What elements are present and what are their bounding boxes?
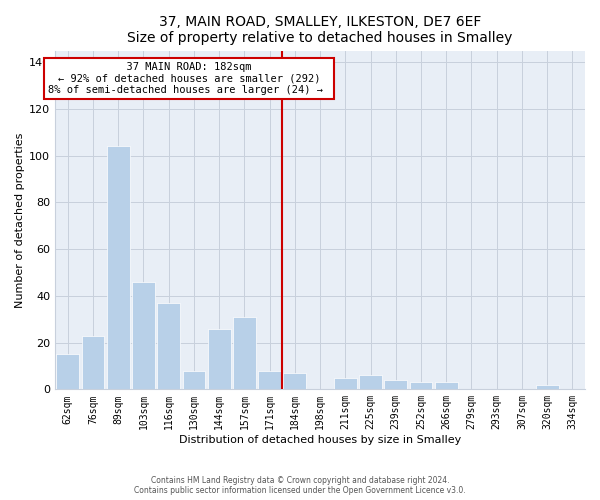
Bar (283, 373, 306, 390)
Bar (56, 354, 79, 390)
Bar (82, 336, 104, 390)
Bar (233, 317, 256, 390)
Bar (132, 282, 155, 390)
Bar (435, 382, 458, 390)
X-axis label: Distribution of detached houses by size in Smalley: Distribution of detached houses by size … (179, 435, 461, 445)
Text: Contains HM Land Registry data © Crown copyright and database right 2024.
Contai: Contains HM Land Registry data © Crown c… (134, 476, 466, 495)
Bar (359, 376, 382, 390)
Bar (107, 146, 130, 390)
Bar (182, 370, 205, 390)
Title: 37, MAIN ROAD, SMALLEY, ILKESTON, DE7 6EF
Size of property relative to detached : 37, MAIN ROAD, SMALLEY, ILKESTON, DE7 6E… (127, 15, 513, 45)
Bar (385, 380, 407, 390)
Text: 37 MAIN ROAD: 182sqm  
← 92% of detached houses are smaller (292)
8% of semi-det: 37 MAIN ROAD: 182sqm ← 92% of detached h… (48, 62, 329, 95)
Y-axis label: Number of detached properties: Number of detached properties (15, 132, 25, 308)
Bar (410, 382, 433, 390)
Bar (334, 378, 356, 390)
Bar (258, 370, 281, 390)
Bar (536, 384, 559, 390)
Bar (208, 328, 230, 390)
Bar (157, 303, 180, 390)
